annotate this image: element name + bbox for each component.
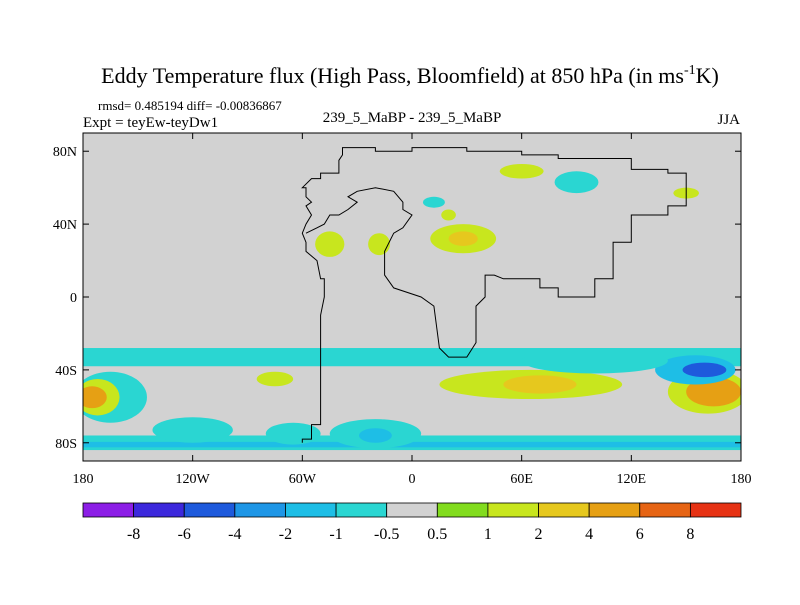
x-tick-label: 0 xyxy=(409,472,416,487)
colorbar-label: -6 xyxy=(178,526,191,543)
field-patch xyxy=(521,348,668,374)
x-tick-label: 120W xyxy=(176,472,211,487)
y-tick-label: 0 xyxy=(70,291,77,306)
colorbar-swatch xyxy=(386,502,438,518)
colorbar-swatch xyxy=(436,502,489,518)
colorbar-swatch xyxy=(133,502,185,518)
continent-outline xyxy=(301,147,687,443)
colorbar-swatch xyxy=(487,502,539,518)
colorbar-label: 0.5 xyxy=(427,526,447,543)
field-patch xyxy=(152,417,233,443)
colorbar-label: 4 xyxy=(585,526,593,543)
field-patch xyxy=(368,233,391,256)
colorbar-label: -4 xyxy=(228,526,241,543)
colorbar: -8 -6 -4 -2 -1 -0.5 0.5 1 2 4 6 8 xyxy=(82,502,742,543)
field-patch xyxy=(422,196,445,208)
colorbar-label: 1 xyxy=(484,526,492,543)
field-band xyxy=(83,441,741,448)
chart-title-end: K) xyxy=(696,63,719,88)
field-patch xyxy=(358,428,392,443)
case-label: 239_5_MaBP - 239_5_MaBP xyxy=(323,110,502,126)
expt-label: Expt = teyEw-teyDw1 xyxy=(83,115,218,131)
field-patch xyxy=(265,422,321,445)
colorbar-label: 6 xyxy=(636,526,644,543)
colorbar-swatch xyxy=(234,502,286,518)
colorbar-swatch xyxy=(639,502,691,518)
y-tick-label: 80N xyxy=(53,145,77,160)
colorbar-label: 8 xyxy=(686,526,694,543)
plot-background xyxy=(83,133,741,461)
y-tick-label: 40S xyxy=(55,364,77,379)
colorbar-label: -8 xyxy=(127,526,140,543)
field-patch xyxy=(499,163,544,179)
axes: 180 120W 60W 0 60E 120E 180 80N 40N 0 40S 80S xyxy=(53,133,752,487)
x-tick-label: 120E xyxy=(617,472,647,487)
colorbar-label: 2 xyxy=(535,526,543,543)
coastline xyxy=(301,147,687,443)
field-patch xyxy=(682,362,727,378)
colorbar-swatch xyxy=(183,502,236,518)
x-tick-label: 60E xyxy=(510,472,533,487)
chart-title-superscript: -1 xyxy=(684,63,696,78)
colorbar-label: -1 xyxy=(329,526,342,543)
colorbar-swatch xyxy=(538,502,590,518)
colorbar-label: -2 xyxy=(279,526,292,543)
field-layer xyxy=(83,163,741,451)
field-patch xyxy=(448,231,478,246)
y-tick-label: 40N xyxy=(53,218,77,233)
colorbar-swatch xyxy=(335,502,388,518)
stats-label: rmsd= 0.485194 diff= -0.00836867 xyxy=(98,98,282,113)
field-patch xyxy=(686,377,741,407)
season-label: JJA xyxy=(717,112,740,128)
field-patch xyxy=(503,375,577,394)
field-patch xyxy=(441,209,456,221)
field-patch xyxy=(315,231,345,257)
colorbar-swatch xyxy=(588,502,641,518)
colorbar-swatch xyxy=(689,502,742,518)
field-patch xyxy=(256,371,294,387)
colorbar-label: -0.5 xyxy=(374,526,399,543)
x-tick-label: 180 xyxy=(731,472,752,487)
colorbar-swatch xyxy=(285,502,337,518)
field-patch xyxy=(83,386,107,409)
x-tick-label: 180 xyxy=(73,472,94,487)
colorbar-swatch xyxy=(82,502,135,518)
y-tick-label: 80S xyxy=(55,437,77,452)
field-patch xyxy=(554,171,599,194)
x-tick-label: 60W xyxy=(289,472,317,487)
chart-title: Eddy Temperature flux (High Pass, Bloomf… xyxy=(101,63,719,88)
